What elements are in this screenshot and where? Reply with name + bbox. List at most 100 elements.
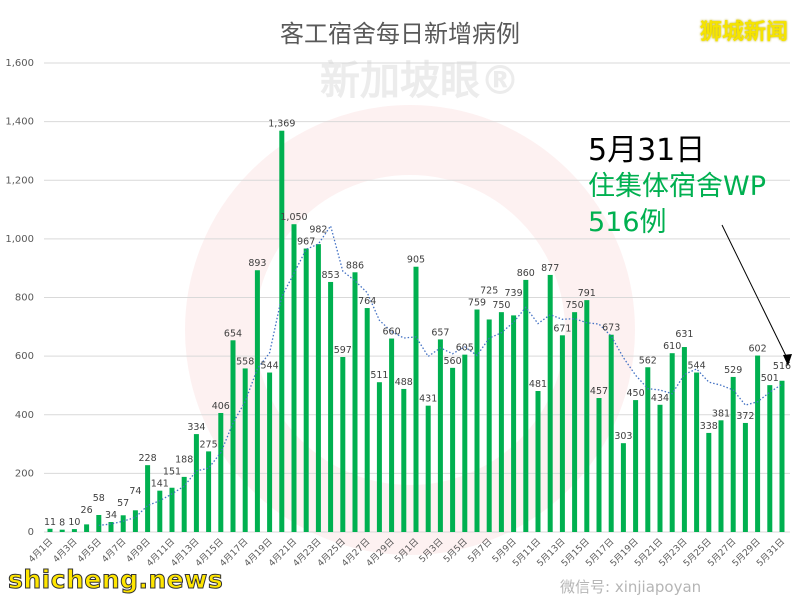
bar	[206, 451, 212, 532]
data-label: 406	[212, 401, 230, 412]
data-label: 877	[541, 263, 559, 274]
data-label: 605	[456, 343, 474, 354]
data-label: 516	[773, 361, 791, 372]
bar	[47, 528, 53, 532]
data-label: 602	[749, 344, 767, 355]
data-label: 610	[663, 341, 681, 352]
site-watermark: shicheng.news	[7, 565, 224, 595]
bar	[620, 443, 626, 532]
brand-logo: 狮城新闻	[699, 20, 788, 45]
bar	[230, 340, 236, 532]
bar	[291, 224, 297, 532]
bar	[657, 404, 663, 532]
data-label: 57	[117, 498, 129, 509]
bar	[352, 272, 358, 532]
y-tick-label: 200	[15, 468, 34, 479]
bar	[59, 529, 65, 532]
bar	[193, 434, 199, 532]
data-label: 750	[566, 300, 584, 311]
bar	[681, 347, 687, 532]
data-label: 673	[602, 323, 620, 334]
data-label: 488	[395, 377, 413, 388]
y-tick-label: 800	[15, 293, 34, 304]
bar	[523, 279, 529, 532]
bar	[376, 382, 382, 532]
bar	[315, 244, 321, 532]
bar	[572, 312, 578, 532]
bar	[559, 335, 565, 532]
data-label: 631	[675, 329, 693, 340]
data-label: 660	[383, 327, 401, 338]
x-tick-label: 4月1日	[27, 536, 56, 565]
data-label: 905	[407, 255, 425, 266]
annotation-date: 5月31日	[588, 133, 706, 168]
bar	[608, 334, 614, 532]
bar	[718, 420, 724, 532]
bar	[584, 300, 590, 532]
x-tick-label: 4月5日	[75, 536, 104, 565]
data-label: 228	[139, 453, 157, 464]
bar	[364, 308, 370, 532]
bar	[413, 266, 419, 532]
annotation: 5月31日 住集体宿舍WP 516例	[588, 133, 766, 241]
data-label: 511	[370, 370, 388, 381]
bar	[498, 312, 504, 532]
bar	[474, 309, 480, 532]
data-label: 671	[553, 323, 571, 334]
data-label: 562	[639, 355, 657, 366]
bar	[96, 514, 102, 532]
data-label: 860	[517, 268, 535, 279]
bar	[145, 465, 151, 532]
data-label: 188	[175, 455, 193, 466]
data-label: 739	[505, 288, 523, 299]
data-label: 303	[614, 431, 632, 442]
x-tick-label: 4月7日	[100, 536, 129, 565]
bar	[340, 357, 346, 532]
data-label: 750	[492, 300, 510, 311]
annotation-line1: 住集体宿舍WP	[588, 171, 766, 202]
bar	[633, 400, 639, 532]
bar	[120, 515, 126, 532]
data-label: 11	[44, 517, 56, 528]
bar	[730, 376, 736, 532]
bar	[694, 372, 700, 532]
bar	[462, 354, 468, 532]
annotation-arrow	[721, 224, 789, 361]
chart-title: 客工宿舍每日新增病例	[280, 20, 520, 48]
data-label: 10	[68, 517, 80, 528]
data-label: 431	[419, 394, 437, 405]
bar	[511, 315, 517, 532]
bar	[596, 398, 602, 532]
data-label: 501	[761, 373, 779, 384]
data-label: 982	[309, 225, 327, 236]
data-label: 8	[59, 518, 65, 529]
data-label: 151	[163, 467, 181, 478]
data-label: 657	[431, 327, 449, 338]
bar	[669, 353, 675, 532]
annotation-arrowhead	[783, 354, 792, 366]
bar	[328, 281, 334, 532]
bar	[779, 380, 785, 532]
bar	[132, 510, 138, 532]
bar	[767, 385, 773, 532]
data-label: 334	[187, 422, 205, 433]
data-label: 764	[358, 296, 376, 307]
bar	[267, 372, 273, 532]
moving-average-trendline	[98, 224, 783, 527]
bar	[279, 130, 285, 533]
bar	[486, 319, 492, 532]
data-label: 275	[200, 439, 218, 450]
bar	[303, 248, 309, 532]
bar	[425, 405, 431, 532]
data-label: 886	[346, 260, 364, 271]
data-label: 725	[480, 286, 498, 297]
data-label: 34	[105, 510, 117, 521]
data-label: 338	[700, 421, 718, 432]
bar	[181, 476, 187, 532]
data-label: 457	[590, 386, 608, 397]
bar	[742, 422, 748, 532]
y-tick-label: 1,600	[5, 58, 34, 69]
y-tick-label: 400	[15, 410, 34, 421]
bar	[535, 391, 541, 532]
